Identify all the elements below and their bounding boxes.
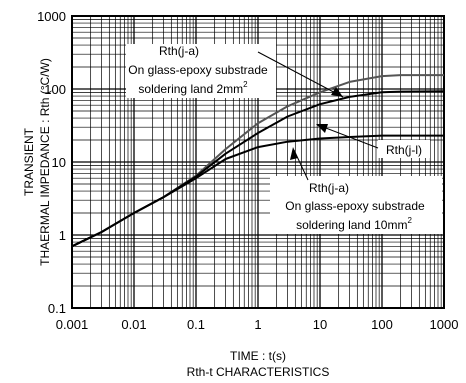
annotation-10mm-line3: soldering land 10mm2 <box>296 216 412 232</box>
x-tick-label: 0.01 <box>121 317 146 332</box>
annotation-2mm-arrowhead <box>331 87 343 97</box>
x-tick-label: 0.1 <box>187 317 205 332</box>
annotation-2mm-line2: On glass-epoxy substrade <box>128 63 268 77</box>
y-tick-label: 0.1 <box>48 301 66 316</box>
annotation-rth-ja-10mm: Rth(j-a) On glass-epoxy substrade solder… <box>270 147 442 234</box>
x-tick-label: 0.001 <box>56 317 89 332</box>
annotation-rth-ja-2mm: Rth(j-a) On glass-epoxy substrade solder… <box>126 44 344 98</box>
annotation-10mm-arrowhead <box>290 147 298 160</box>
annotation-2mm-line3: soldering land 2mm2 <box>138 80 248 96</box>
x-tick-label: 100 <box>371 317 393 332</box>
y-axis-label-line2: THAERMAL IMPEDANCE : Rth (°C/W) <box>38 58 52 266</box>
chart-title: Rth-t CHARACTERISTICS <box>187 365 330 379</box>
annotation-rth-jl: Rth(j-l) <box>316 124 430 158</box>
y-axis-label-line1: TRANSIENT <box>22 127 36 196</box>
annotation-jl-arrowhead <box>316 124 328 133</box>
annotation-jl-leader <box>317 124 379 149</box>
annotation-jl-label: Rth(j-l) <box>386 143 422 157</box>
tick-labels: 0.001 0.01 0.1 1 10 100 1000 0.1 1 10 100 1000 <box>37 9 458 332</box>
annotation-2mm-leader <box>257 51 344 98</box>
annotation-10mm-line2: On glass-epoxy substrade <box>285 199 425 213</box>
series-layer <box>71 74 445 248</box>
x-axis-label: TIME : t(s) <box>230 349 286 363</box>
y-tick-label: 10 <box>52 155 66 170</box>
x-tick-label: 10 <box>313 317 327 332</box>
y-tick-label: 1 <box>59 228 66 243</box>
y-tick-label: 100 <box>44 82 66 97</box>
annotation-10mm-line1: Rth(j-a) <box>309 181 349 195</box>
y-tick-label: 1000 <box>37 9 66 24</box>
annotation-2mm-line1: Rth(j-a) <box>159 44 199 58</box>
series-rth-ja-10mm <box>71 134 444 248</box>
x-tick-label: 1 <box>254 317 261 332</box>
plot-frame <box>71 15 445 309</box>
x-tick-label: 1000 <box>430 317 459 332</box>
